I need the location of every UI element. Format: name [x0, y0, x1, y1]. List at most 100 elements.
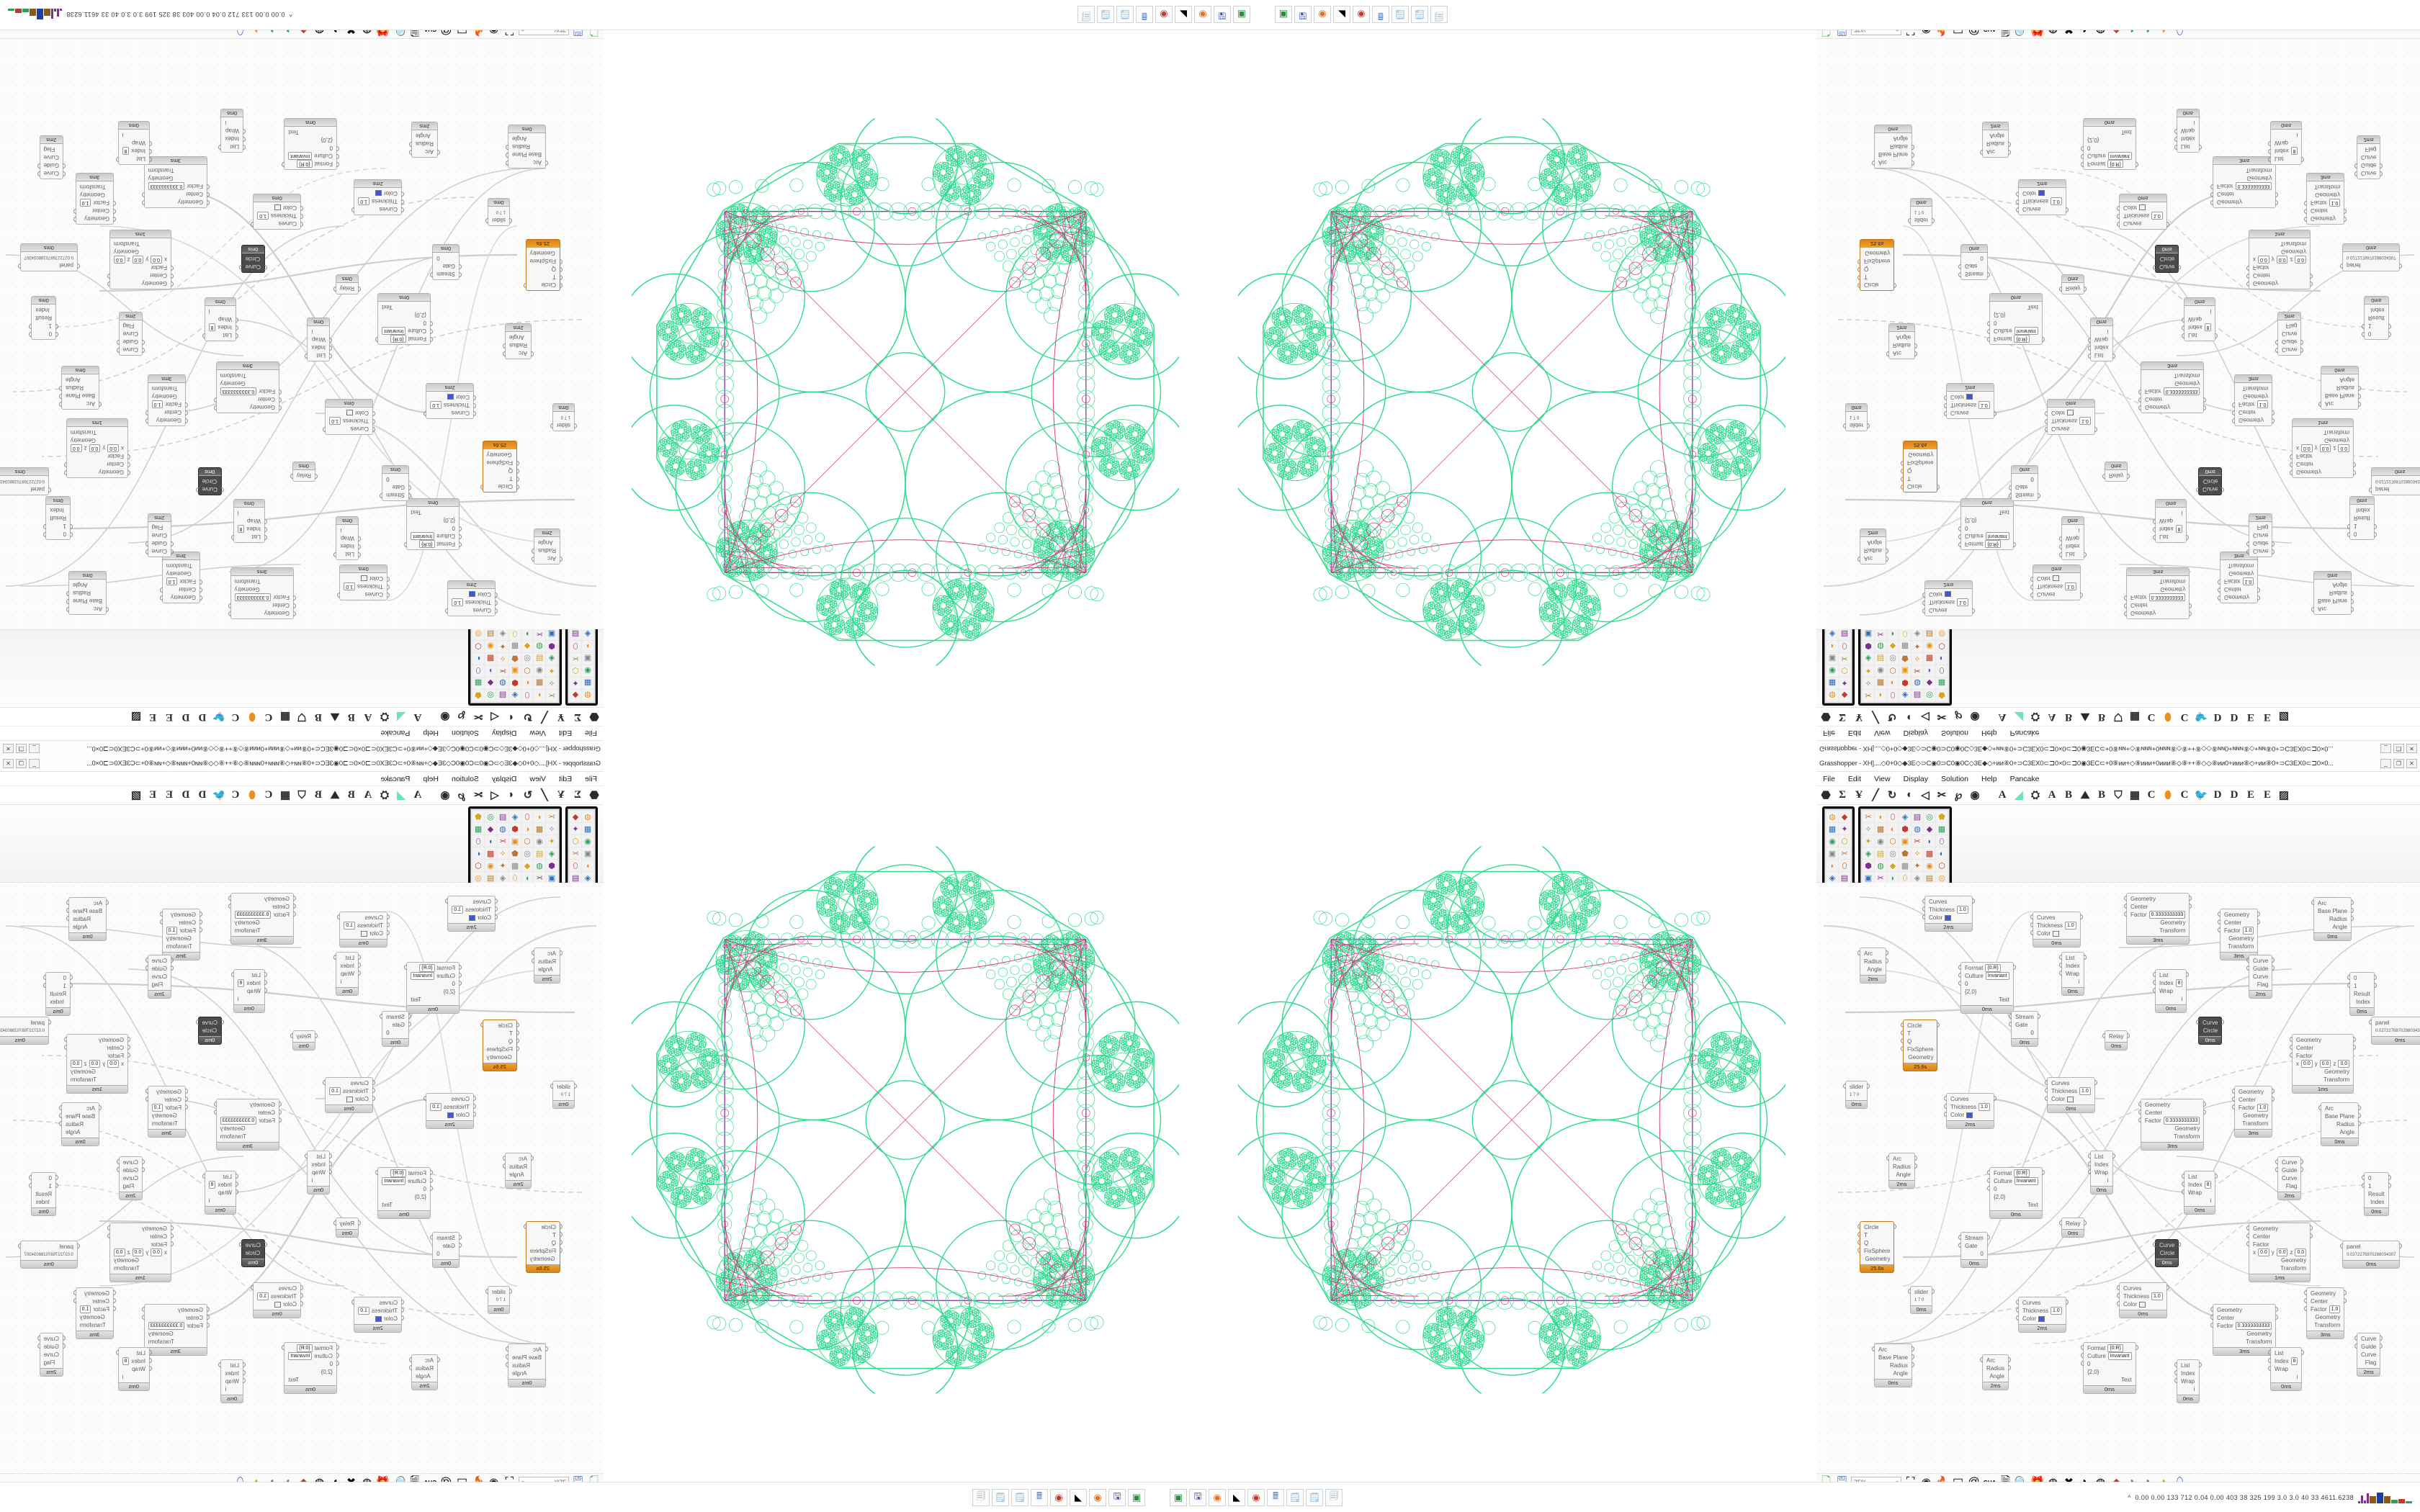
menu-item-view[interactable]: View	[1868, 775, 1897, 783]
input-port[interactable]	[358, 552, 361, 557]
palette-component[interactable]: ◗	[1924, 835, 1935, 847]
tray-caret-icon[interactable]: ^	[289, 12, 292, 19]
gh-component[interactable]: Curves Thickness 1.0 Color 2ms	[351, 1297, 404, 1333]
gh-component[interactable]: Stream Gate 0 0ms	[2009, 1011, 2040, 1047]
palette-component[interactable]: ⬡	[1887, 665, 1899, 677]
palette-component[interactable]: ▤	[1924, 629, 1935, 640]
menu-item-view[interactable]: View	[1868, 729, 1897, 738]
output-port[interactable]	[202, 333, 205, 338]
taskbar-firefox-icon[interactable]: ◉	[1194, 6, 1211, 24]
output-port[interactable]	[2272, 541, 2275, 546]
sets-y-icon[interactable]: Ұ	[553, 709, 569, 725]
output-port[interactable]	[2198, 1362, 2202, 1367]
palette-component[interactable]: ◆	[1924, 823, 1935, 834]
palette-component[interactable]: ⬡	[1936, 860, 1948, 871]
gh-component[interactable]: Geometry Center Factor 1.0 Geometry Transform…	[159, 909, 202, 960]
palette-component[interactable]: ⬡	[1936, 641, 1948, 652]
maths-sigma-icon[interactable]: Σ	[570, 788, 586, 804]
input-value[interactable]: 1.0	[358, 1307, 369, 1315]
plugin-tab-skull[interactable]: ⛭	[377, 709, 393, 725]
input-port[interactable]	[560, 557, 563, 562]
input-value[interactable]: 1.0	[358, 197, 369, 205]
input-port[interactable]	[2102, 474, 2105, 479]
gh-component[interactable]: Curve Guide Curve Flag 2ms	[2246, 513, 2275, 557]
input-port[interactable]	[430, 1170, 433, 1175]
output-port[interactable]	[59, 402, 63, 407]
output-port[interactable]	[63, 462, 67, 467]
gh-component[interactable]: List Index 8 Wrap i 0ms	[230, 499, 267, 543]
menu-item-view[interactable]: View	[523, 729, 552, 738]
axis-value-x[interactable]: 0.0	[2301, 444, 2313, 452]
gh-component[interactable]: Arc Radius Angle 2ms	[1980, 1354, 2011, 1390]
taskbar-seal-icon[interactable]: ◉	[1050, 1488, 1067, 1506]
palette-component[interactable]: ⬢	[1863, 860, 1874, 871]
gh-component[interactable]: Format {0:R} Culture Invariant 0 {2,0} Text 0ms	[2081, 118, 2138, 170]
gh-component[interactable]: List Index Wrap i 0ms	[2174, 109, 2202, 153]
input-port[interactable]	[495, 914, 498, 919]
palette-component[interactable]: ✦	[546, 835, 557, 847]
color-swatch[interactable]	[2139, 204, 2146, 211]
rhino-viewport[interactable]	[604, 24, 1207, 756]
input-port[interactable]	[1980, 1357, 1983, 1362]
input-port[interactable]	[336, 1361, 339, 1366]
input-port[interactable]	[2088, 338, 2091, 343]
input-port[interactable]	[2081, 1353, 2084, 1358]
input-port[interactable]	[2232, 1104, 2235, 1110]
menu-item-edit[interactable]: Edit	[1842, 775, 1868, 783]
menu-item-pancake[interactable]: Pancake	[375, 775, 417, 783]
taskbar-seal-icon[interactable]: ◉	[1155, 6, 1173, 24]
input-port[interactable]	[200, 927, 202, 932]
plugin-tab-mountain[interactable]: ⛰	[327, 788, 343, 804]
input-port[interactable]	[531, 1156, 534, 1161]
output-port[interactable]	[145, 1089, 148, 1094]
input-port[interactable]	[2210, 1323, 2213, 1328]
close-button[interactable]: ✕	[3, 744, 14, 753]
input-port[interactable]	[300, 1285, 303, 1290]
input-port[interactable]	[243, 1378, 246, 1383]
plugin-tab-a2[interactable]: A	[2044, 709, 2060, 725]
taskbar-cat-icon[interactable]: ◣	[1175, 6, 1192, 24]
input-value[interactable]: {0:R}	[297, 1344, 313, 1352]
gh-component[interactable]: List Index Wrap i 0ms	[333, 516, 361, 560]
gh-component[interactable]: Curves Thickness 1.0 Color 0ms	[2117, 194, 2169, 230]
input-port[interactable]	[2182, 318, 2184, 323]
input-port[interactable]	[2347, 532, 2350, 537]
output-port[interactable]	[2350, 591, 2354, 596]
gh-component[interactable]: Circle T Q FixSphere Geometry 25.6s	[523, 239, 563, 291]
gh-component[interactable]: slider 1 7 0 0ms	[1843, 1081, 1870, 1109]
plugin-tab-skull[interactable]: ⛭	[377, 788, 393, 804]
menu-item-help[interactable]: Help	[416, 729, 445, 738]
output-port[interactable]	[141, 1315, 145, 1320]
gh-component[interactable]: List Index 8 Wrap i 0ms	[2268, 121, 2305, 165]
input-port[interactable]	[516, 1046, 519, 1051]
axis-value-z[interactable]: 0.0	[2295, 1248, 2307, 1256]
input-port[interactable]	[387, 914, 390, 919]
input-port[interactable]	[2318, 1105, 2321, 1110]
gh-component[interactable]: Stream Gate 0 0ms	[430, 1232, 462, 1268]
axis-value-x[interactable]: 0.0	[107, 444, 119, 452]
palette-component[interactable]: ◍	[534, 860, 545, 871]
input-port[interactable]	[2246, 1225, 2249, 1230]
output-port[interactable]	[2399, 1243, 2403, 1248]
input-port[interactable]	[1901, 1038, 1904, 1043]
axis-value-z[interactable]: 0.0	[2295, 256, 2307, 264]
output-port[interactable]	[506, 1362, 509, 1367]
output-port[interactable]	[337, 593, 341, 598]
input-port[interactable]	[336, 1353, 339, 1358]
plugin-tab-a2[interactable]: A	[2044, 788, 2060, 804]
plugin-tab-bird[interactable]: 🐦	[211, 709, 227, 725]
output-port[interactable]	[305, 1153, 308, 1158]
output-port[interactable]	[503, 1164, 506, 1169]
input-value[interactable]: 1.0	[344, 922, 355, 930]
gh-component[interactable]: Curve Circle 0ms	[2196, 1017, 2225, 1045]
input-value[interactable]: 8	[208, 1181, 216, 1189]
palette-component[interactable]: ⬟	[1899, 653, 1911, 665]
color-swatch[interactable]	[447, 394, 454, 400]
output-port[interactable]	[2112, 1153, 2115, 1158]
gh-component[interactable]: List Index 8 Wrap i 0ms	[2268, 1347, 2305, 1391]
input-port[interactable]	[2174, 145, 2177, 150]
palette-component[interactable]: ✂	[570, 847, 581, 859]
palette-component[interactable]: ✂	[546, 690, 557, 701]
output-port[interactable]	[503, 343, 506, 348]
plugin-tab-c1[interactable]: C	[2143, 788, 2159, 804]
